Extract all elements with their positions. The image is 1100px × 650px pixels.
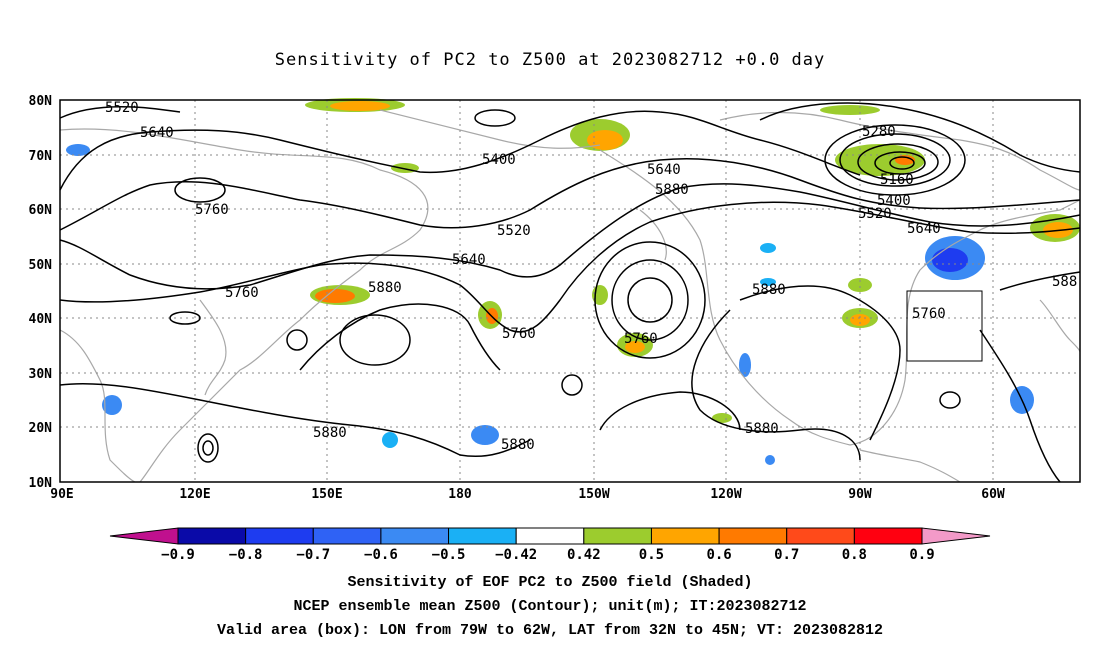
- lat-ticks: 80N 70N 60N 50N 40N 30N 20N 10N: [29, 94, 53, 491]
- caption-shaded: Sensitivity of EOF PC2 to Z500 field (Sh…: [347, 574, 753, 591]
- colorbar-cell: [312, 527, 382, 545]
- colorbar-label: −0.9: [161, 547, 195, 563]
- colorbar-cell: [448, 527, 517, 545]
- colorbar-label: 0.42: [567, 547, 601, 563]
- contour-label: 5760: [225, 285, 259, 301]
- contour-label: 5760: [502, 326, 536, 342]
- contour-label: 5400: [482, 152, 516, 168]
- contour-labels: 5520 5640 5760 5400 5520 5640 5760 5880 …: [105, 100, 1077, 453]
- colorbar-label: −0.42: [495, 547, 537, 563]
- contour-label: 5760: [624, 331, 658, 347]
- contour-label: 5520: [497, 223, 531, 239]
- contour-label: 5640: [140, 125, 174, 141]
- lat-tick-label: 60N: [29, 203, 53, 218]
- colorbar-min-triangle: [109, 527, 179, 545]
- lon-tick-label: 150W: [578, 487, 609, 502]
- colorbar-cell: [718, 527, 788, 545]
- z500-contours: [59, 102, 1081, 483]
- colorbar-cell: [515, 527, 585, 545]
- contour-label: 5760: [195, 202, 229, 218]
- caption-contour: NCEP ensemble mean Z500 (Contour); unit(…: [293, 598, 807, 615]
- colorbar-cell: [380, 527, 450, 545]
- contour-label: 5520: [858, 206, 892, 222]
- negative-patches: [66, 144, 1034, 465]
- contour-label: 5880: [745, 421, 779, 437]
- colorbar: −0.9 −0.8 −0.7 −0.6 −0.5 −0.42 0.42 0.5 0.6 0.7 0.…: [109, 527, 991, 563]
- contour-label: 5880: [501, 437, 535, 453]
- lon-tick-label: 150E: [311, 487, 342, 502]
- chart-title: Sensitivity of PC2 to Z500 at 2023082712…: [274, 50, 826, 70]
- contour-label: 5280: [862, 124, 896, 140]
- lon-tick-label: 90E: [50, 487, 73, 502]
- contour-label: 5640: [907, 221, 941, 237]
- lon-tick-label: 120W: [710, 487, 741, 502]
- colorbar-label: −0.6: [364, 547, 398, 563]
- valid-area-box: [906, 290, 983, 362]
- lon-tick-label: 90W: [848, 487, 872, 502]
- contour-label: 5640: [452, 252, 486, 268]
- colorbar-label: −0.5: [432, 547, 466, 563]
- colorbar-cell: [177, 527, 247, 545]
- gridlines: [60, 100, 1080, 482]
- caption-valid-area: Valid area (box): LON from 79W to 62W, L…: [216, 622, 884, 639]
- colorbar-label: −0.8: [229, 547, 263, 563]
- lon-tick-label: 180: [448, 487, 472, 502]
- contour-label: 5400: [877, 193, 911, 209]
- colorbar-label: 0.9: [909, 547, 934, 563]
- colorbar-cell: [853, 527, 923, 545]
- contour-label: 5640: [647, 162, 681, 178]
- contour-label: 588: [1052, 274, 1077, 290]
- lat-tick-label: 70N: [29, 149, 53, 164]
- colorbar-cell: [786, 527, 855, 545]
- colorbar-label: 0.5: [639, 547, 664, 563]
- contour-label: 5520: [105, 100, 139, 116]
- colorbar-label: −0.7: [296, 547, 330, 563]
- colorbar-label: 0.7: [774, 547, 799, 563]
- lat-tick-label: 80N: [29, 94, 53, 109]
- map-panel: 5520 5640 5760 5400 5520 5640 5760 5880 …: [59, 98, 1081, 483]
- contour-label: 5760: [912, 306, 946, 322]
- contour-label: 5880: [655, 182, 689, 198]
- colorbar-cell: [245, 527, 314, 545]
- contour-label: 5880: [313, 425, 347, 441]
- colorbar-cell: [650, 527, 720, 545]
- lat-tick-label: 50N: [29, 258, 53, 273]
- lon-tick-label: 120E: [179, 487, 210, 502]
- colorbar-max-triangle: [921, 527, 991, 545]
- lat-tick-label: 10N: [29, 476, 53, 491]
- contour-label: 5880: [368, 280, 402, 296]
- colorbar-cell: [583, 527, 652, 545]
- lat-tick-label: 20N: [29, 421, 53, 436]
- colorbar-label: 0.6: [706, 547, 731, 563]
- colorbar-label: 0.8: [842, 547, 867, 563]
- lat-tick-label: 30N: [29, 367, 53, 382]
- contour-label: 5880: [752, 282, 786, 298]
- lon-ticks: 90E 120E 150E 180 150W 120W 90W 60W: [50, 487, 1005, 502]
- lon-tick-label: 60W: [981, 487, 1005, 502]
- contour-label: 5160: [880, 172, 914, 188]
- lat-tick-label: 40N: [29, 312, 53, 327]
